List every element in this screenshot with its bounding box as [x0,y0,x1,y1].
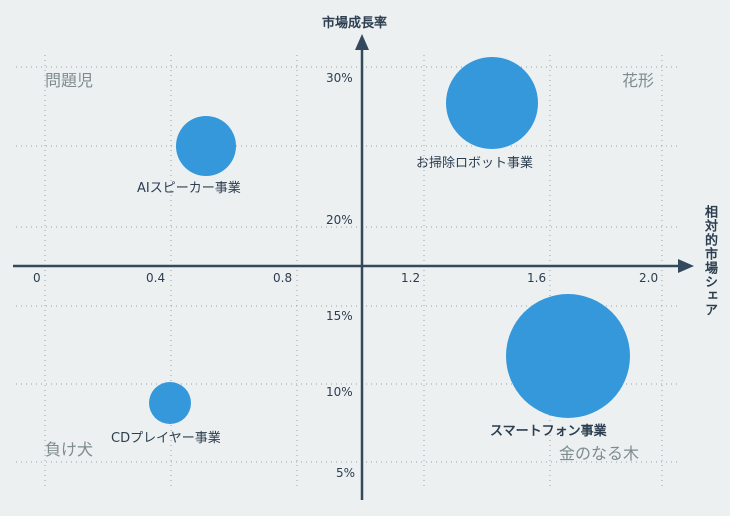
y-axis-arrow-icon [355,34,369,50]
x-axis-title: 相対的市場シェア [702,205,717,317]
y-tick-label: 10% [326,385,353,399]
x-tick-label: 0.8 [273,271,293,285]
x-axis-arrow-icon [678,259,694,273]
y-tick-label: 30% [326,71,353,85]
axes [13,34,694,500]
grid-lines [16,55,680,486]
x-tick-label: 0.4 [146,271,166,285]
bubble-robot-cleaner[interactable] [446,57,538,149]
y-tick-label: 5% [336,466,356,480]
bubble-ai-speaker[interactable] [176,116,236,176]
quadrant-label-cash-cow: 金のなる木 [559,444,640,463]
quadrant-label-question-mark: 問題児 [45,71,94,90]
y-axis-title: 市場成長率 [322,16,388,31]
bubble-label-smartphone: スマートフォン事業 [490,424,607,439]
quadrant-label-dog: 負け犬 [45,440,94,459]
bubble-smartphone[interactable] [506,294,630,418]
y-tick-label: 20% [326,213,353,227]
bubble-label-cd-player: CDプレイヤー事業 [111,431,221,446]
bubble-label-robot-cleaner: お掃除ロボット事業 [416,156,534,171]
bubble-label-ai-speaker: AIスピーカー事業 [137,181,241,196]
bubble-cd-player[interactable] [149,382,191,424]
x-tick-label: 2.0 [639,271,659,285]
x-tick-label: 0 [33,271,41,285]
bubbles [149,57,630,424]
y-tick-label: 15% [326,309,353,323]
x-tick-label: 1.6 [527,271,547,285]
quadrant-label-star: 花形 [622,71,655,90]
x-tick-label: 1.2 [401,271,421,285]
